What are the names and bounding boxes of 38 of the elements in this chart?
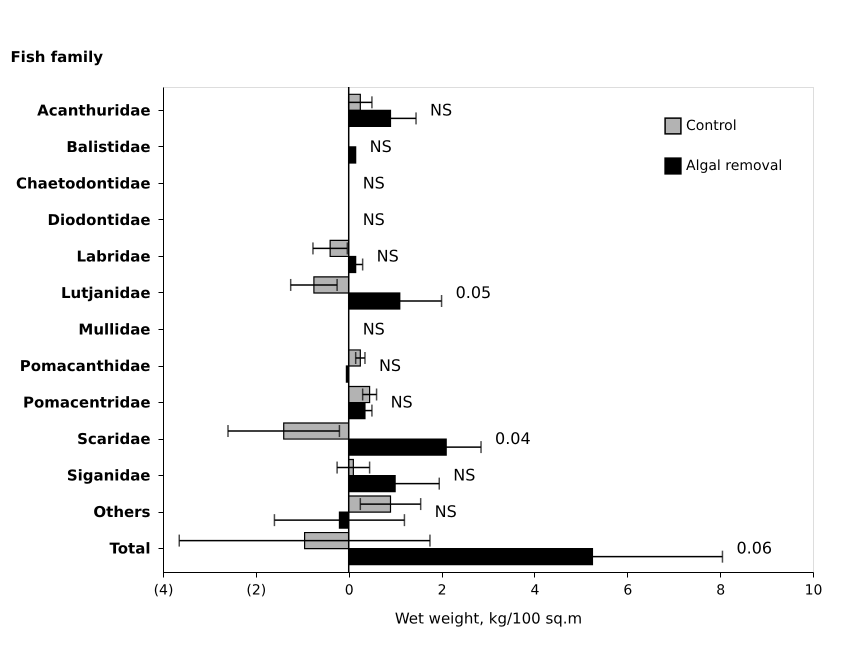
y-tick-label: Total bbox=[110, 540, 150, 558]
annotation: NS bbox=[376, 246, 399, 266]
y-tick-label: Pomacanthidae bbox=[20, 357, 150, 376]
y-tick-label: Pomacentridae bbox=[22, 394, 150, 412]
x-axis-title: Wet weight, kg/100 sq.m bbox=[394, 610, 582, 628]
x-tick-label: 8 bbox=[716, 582, 726, 598]
annotation: NS bbox=[362, 210, 385, 229]
annotation: NS bbox=[434, 502, 457, 522]
y-axis-title: Fish family bbox=[10, 48, 104, 66]
y-tick-label: Mullidae bbox=[78, 320, 150, 338]
x-tick-label: 4 bbox=[530, 582, 540, 598]
y-tick-label: Lutjanidae bbox=[60, 284, 150, 302]
annotation: NS bbox=[430, 100, 452, 120]
y-tick-label: Diodontidae bbox=[48, 210, 150, 229]
annotation: NS bbox=[390, 392, 413, 412]
annotation: NS bbox=[362, 320, 385, 338]
annotation: 0.06 bbox=[736, 538, 772, 558]
legend-label: Control bbox=[686, 118, 737, 134]
x-tick-label: 10 bbox=[804, 582, 822, 598]
x-tick-label: 6 bbox=[623, 582, 632, 598]
y-tick-label: Others bbox=[93, 503, 151, 522]
x-tick-label: 2 bbox=[438, 582, 447, 598]
y-tick-label: Balistidae bbox=[66, 138, 150, 156]
annotation: NS bbox=[453, 466, 476, 485]
y-tick-label: Siganidae bbox=[66, 466, 150, 485]
y-tick-label: Labridae bbox=[76, 247, 150, 266]
x-tick-label: 0 bbox=[344, 582, 354, 598]
annotation: 0.05 bbox=[456, 282, 492, 302]
annotation: NS bbox=[370, 136, 392, 156]
annotation: NS bbox=[362, 173, 385, 192]
y-tick-label: Acanthuridae bbox=[37, 101, 150, 120]
legend-label: Algal removal bbox=[686, 158, 782, 174]
x-tick-label: (2) bbox=[246, 582, 266, 598]
annotation: 0.04 bbox=[495, 429, 531, 448]
x-tick-label: (4) bbox=[154, 582, 174, 598]
y-tick-label: Scaridae bbox=[77, 430, 150, 448]
annotation: NS bbox=[378, 356, 402, 376]
y-tick-label: Chaetodontidae bbox=[16, 174, 150, 192]
